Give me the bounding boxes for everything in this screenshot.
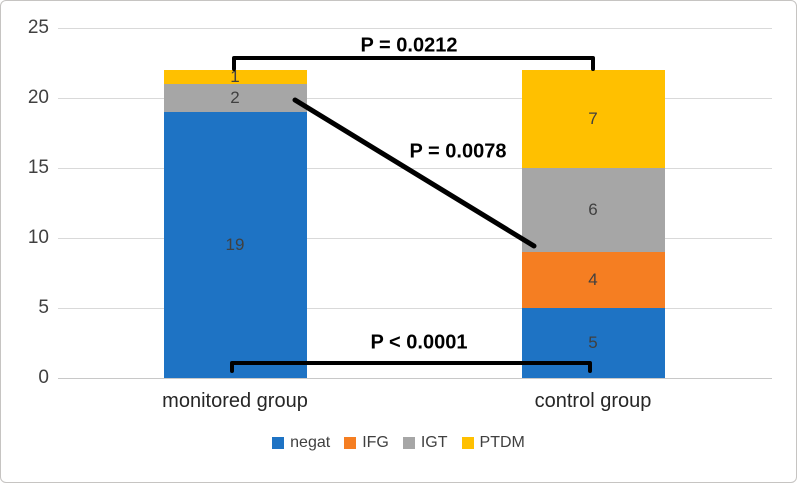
- legend-swatch-negat-icon: [272, 437, 285, 449]
- significance-bracket: [232, 56, 595, 71]
- legend-item-negat: negat: [272, 435, 330, 451]
- p-value-label: P = 0.0212: [360, 34, 458, 57]
- segment-value-label: 2: [230, 88, 240, 107]
- p-value-label: P = 0.0078: [409, 140, 507, 163]
- y-axis-tick-label: 10: [27, 227, 49, 248]
- bar-segment-PTDM: 1: [163, 67, 307, 86]
- p-value-label: P < 0.0001: [370, 331, 468, 354]
- x-axis-baseline: [58, 377, 772, 379]
- gridline: [58, 307, 772, 309]
- y-axis-tick-label: 5: [38, 297, 49, 318]
- segment-value-label: 5: [588, 333, 598, 352]
- category-label: monitored group: [162, 390, 308, 412]
- legend: negat IFG IGT PTDM: [1, 435, 796, 451]
- legend-item-PTDM: PTDM: [461, 434, 525, 451]
- bar-segment-IGT: 6: [521, 168, 665, 252]
- gridline: [58, 27, 772, 29]
- segment-value-label: 6: [588, 200, 598, 219]
- segment-value-label: 1: [230, 67, 240, 86]
- legend-label: IFG: [362, 434, 389, 451]
- bar-segment-PTDM: 7: [521, 70, 665, 168]
- significance-line: [292, 97, 537, 249]
- segment-value-label: 7: [588, 109, 598, 128]
- legend-label: negat: [290, 434, 331, 451]
- category-label: control group: [534, 390, 652, 412]
- bar-segment-IFG: 4: [521, 252, 665, 308]
- y-axis-tick-label: 20: [27, 87, 49, 108]
- bar-segment-negat: 5: [521, 308, 665, 378]
- legend-item-IGT: IGT: [402, 434, 448, 451]
- y-axis-tick-label: 15: [27, 157, 49, 178]
- bar-segment-IGT: 2: [163, 84, 307, 112]
- legend-swatch-IGT-icon: [402, 437, 415, 449]
- bar-segment-negat: 19: [163, 112, 307, 378]
- segment-value-label: 19: [225, 235, 245, 254]
- legend-item-IFG: IFG: [344, 435, 389, 451]
- y-axis-tick-label: 25: [27, 17, 49, 38]
- legend-swatch-PTDM-icon: [461, 437, 474, 449]
- legend-label: PTDM: [479, 434, 525, 451]
- segment-value-label: 4: [588, 270, 598, 289]
- legend-label: IGT: [420, 434, 448, 451]
- legend-swatch-IFG-icon: [344, 437, 357, 449]
- y-axis-tick-label: 0: [38, 367, 49, 388]
